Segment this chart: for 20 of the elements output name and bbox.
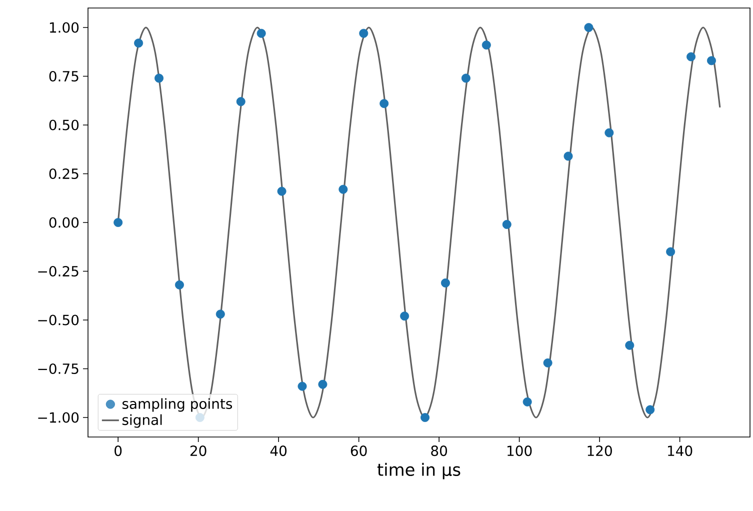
x-tick-label: 60 xyxy=(350,446,367,456)
y-tick-label: 1.00 xyxy=(50,22,79,33)
x-axis-title: time in μs xyxy=(377,462,460,480)
x-tick-label: 140 xyxy=(668,446,692,456)
y-tick-label: −0.25 xyxy=(38,266,78,277)
x-tick-label: 100 xyxy=(508,446,532,456)
x-tick-label: 80 xyxy=(431,446,448,456)
y-tick-label: 0.75 xyxy=(49,70,78,82)
x-tick-label: 0 xyxy=(114,446,122,456)
y-tick-label: −1.00 xyxy=(38,412,79,423)
x-tick-label: 20 xyxy=(190,446,206,456)
x-tick-label: 120 xyxy=(588,446,612,456)
y-tick-label: 0.00 xyxy=(49,217,79,228)
x-tick-label: 40 xyxy=(270,446,287,456)
y-tick-label: 0.25 xyxy=(49,168,78,180)
legend-label: signal xyxy=(122,414,162,428)
y-tick-label: −0.50 xyxy=(38,314,79,326)
y-tick-label: −0.75 xyxy=(38,363,78,374)
legend-label: sampling points xyxy=(122,398,232,412)
y-tick-label: 0.50 xyxy=(49,120,79,130)
